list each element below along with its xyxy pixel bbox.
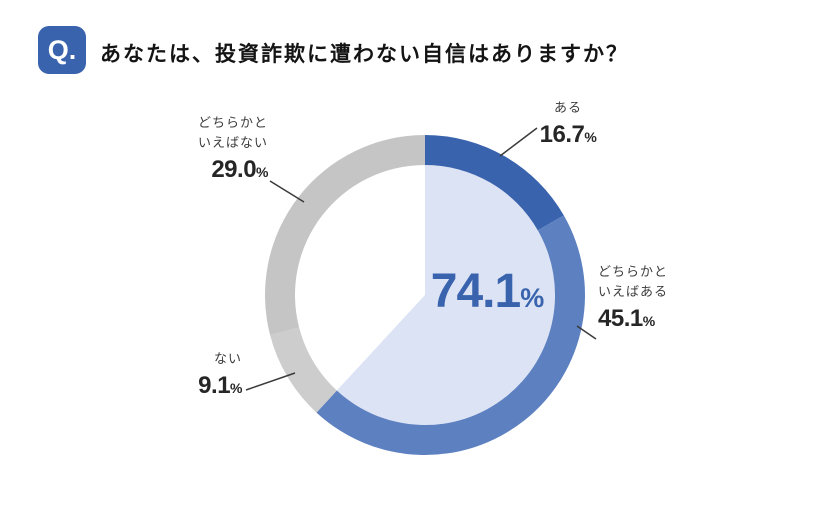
leader-line-dochiraka-aru bbox=[576, 325, 597, 340]
callout-dochiraka-aru-value: 45.1% bbox=[598, 305, 655, 333]
callout-aru: ある 16.7% bbox=[518, 98, 618, 149]
callout-aru-value: 16.7% bbox=[539, 121, 597, 149]
donut-segment-0 bbox=[425, 135, 564, 231]
leader-line-dochiraka-nai bbox=[269, 180, 305, 203]
callout-dochiraka-nai-label: どちらかと いえばない bbox=[197, 115, 268, 151]
callout-dochiraka-nai-value: 29.0% bbox=[211, 156, 268, 184]
callout-aru-label: ある bbox=[553, 100, 582, 115]
callout-nai: ない 9.1% bbox=[152, 349, 242, 400]
question-badge: Q. bbox=[38, 26, 86, 74]
callout-nai-value: 9.1% bbox=[198, 372, 242, 400]
leader-line-nai bbox=[245, 372, 296, 391]
callout-dochiraka-aru-label: どちらかと いえばある bbox=[598, 264, 669, 300]
donut-segment-1 bbox=[316, 215, 585, 455]
callout-dochiraka-nai: どちらかと いえばない 29.0% bbox=[148, 113, 269, 184]
leader-line-aru bbox=[499, 127, 538, 157]
donut-center-value: 74.1% bbox=[430, 265, 544, 318]
callout-dochiraka-aru: どちらかと いえばある 45.1% bbox=[598, 262, 718, 333]
callout-nai-label: ない bbox=[213, 351, 242, 366]
donut-segments bbox=[265, 135, 585, 455]
donut-segment-2 bbox=[270, 327, 337, 413]
leader-lines bbox=[245, 127, 597, 391]
donut-inner-highlight bbox=[336, 165, 555, 425]
question-title: あなたは、投資詐欺に遭わない自信はありますか？ bbox=[100, 43, 629, 66]
donut-segment-3 bbox=[265, 135, 425, 336]
